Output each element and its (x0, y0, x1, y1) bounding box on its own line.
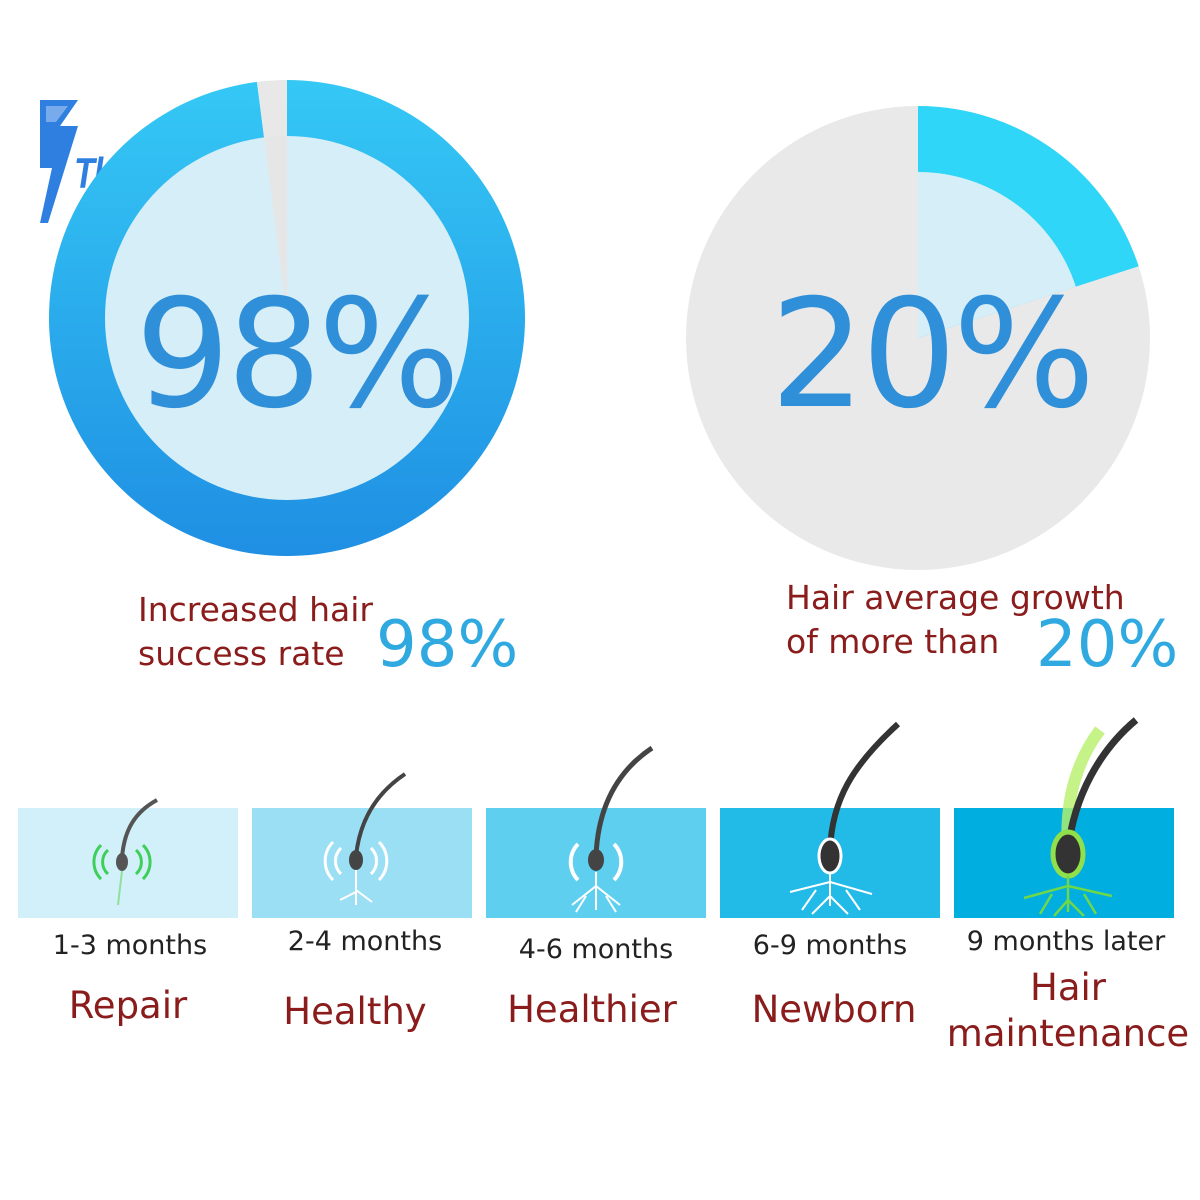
hair-follicle-waves-icon (323, 772, 407, 905)
chart-20-inner-wedge (918, 172, 1076, 338)
hair-follicle-waves-icon (568, 745, 654, 913)
caption-20-line2: of more than (786, 622, 1000, 661)
stage-4-label: Newborn (751, 988, 917, 1031)
hair-root-glow-icon (1023, 717, 1139, 917)
caption-98-value: 98% (376, 608, 519, 682)
stage-2-label: Healthy (283, 990, 427, 1033)
chart-98-inner-gap (264, 136, 287, 318)
stage-5-time: 9 months later (966, 926, 1166, 957)
chart-20-pie (686, 106, 1150, 570)
ring-charts (49, 80, 1150, 570)
stage-1-time: 1-3 months (52, 930, 208, 961)
stage-2-time: 2-4 months (287, 926, 443, 957)
caption-98-line2: success rate (138, 634, 345, 673)
stage-3-time: 4-6 months (518, 934, 674, 965)
stage-4-time: 6-9 months (752, 930, 908, 961)
chart-98-ring (49, 80, 526, 556)
stage-3-label: Healthier (507, 988, 677, 1031)
caption-20-line1: Hair average growth (786, 578, 1125, 617)
stage-5-label-line2: maintenance (946, 1012, 1190, 1055)
hair-illustrations (92, 717, 1139, 917)
stage-1-label: Repair (68, 984, 188, 1027)
caption-20-value: 20% (1036, 608, 1179, 682)
stage-5-label: Hair (1030, 966, 1106, 1009)
logo-mark-icon (40, 100, 78, 223)
hair-follicle-waves-icon (92, 798, 158, 906)
hair-root-icon (789, 721, 901, 915)
chart-20-center-value: 20% (770, 268, 1095, 442)
caption-98-line1: Increased hair (138, 590, 373, 629)
chart-98-center-value: 98% (135, 268, 460, 442)
